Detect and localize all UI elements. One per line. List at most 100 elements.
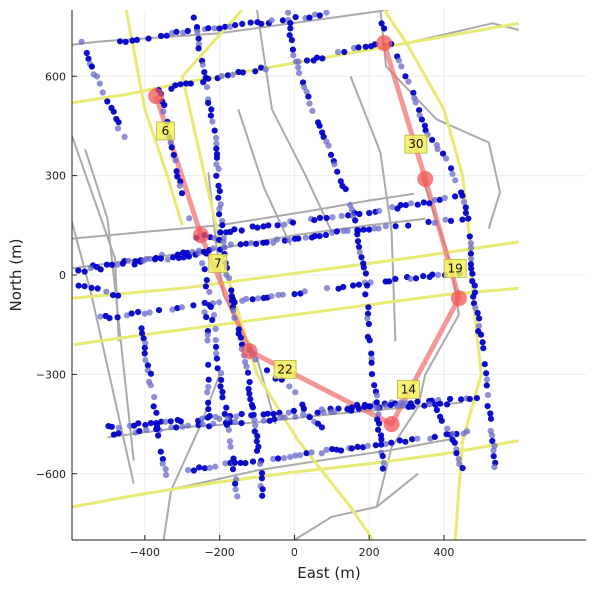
gps-point xyxy=(452,193,459,200)
gps-point xyxy=(169,306,176,313)
gps-point xyxy=(238,227,245,234)
gps-point xyxy=(251,428,258,435)
gps-point xyxy=(275,455,282,462)
gps-point xyxy=(429,136,436,143)
gps-point xyxy=(473,395,480,402)
yellow-road xyxy=(72,240,519,300)
gps-point xyxy=(94,285,101,292)
gps-point xyxy=(316,214,324,221)
gps-point xyxy=(209,118,216,125)
gps-point xyxy=(327,151,335,158)
gps-point xyxy=(437,400,444,407)
route-label-text: 30 xyxy=(408,137,423,151)
gps-point xyxy=(379,453,386,460)
gps-point xyxy=(138,325,145,332)
gps-point xyxy=(147,370,155,377)
gps-point xyxy=(195,35,202,42)
gps-point xyxy=(373,399,380,406)
gps-point xyxy=(216,415,223,422)
gps-point xyxy=(217,383,224,390)
gps-point xyxy=(243,240,250,247)
gps-point xyxy=(123,312,131,319)
gps-point xyxy=(399,402,406,409)
waypoint-marker xyxy=(383,416,400,433)
gps-point xyxy=(480,345,487,352)
gps-point xyxy=(356,249,363,256)
gps-point xyxy=(374,405,381,412)
gps-point xyxy=(354,238,362,245)
gps-point xyxy=(344,227,351,234)
gps-point xyxy=(204,331,211,338)
gps-point xyxy=(249,296,256,303)
gps-point xyxy=(164,256,171,263)
gps-point xyxy=(337,447,345,454)
gps-point xyxy=(372,442,379,449)
gps-point xyxy=(420,273,427,280)
gps-point xyxy=(378,436,385,443)
gps-point xyxy=(78,38,85,45)
gps-point xyxy=(295,64,302,71)
gps-point xyxy=(301,288,308,295)
gps-point xyxy=(215,165,222,172)
gray-road xyxy=(72,192,415,240)
gps-point xyxy=(286,32,293,39)
gps-point xyxy=(459,465,466,472)
gps-point xyxy=(106,315,113,322)
gps-point xyxy=(109,261,116,268)
route-label: 6 xyxy=(156,121,175,141)
gps-point xyxy=(288,37,295,44)
gps-point xyxy=(229,71,236,78)
gps-point xyxy=(378,441,385,448)
gps-point xyxy=(218,73,225,80)
gray-road xyxy=(379,10,501,229)
route-labels-layer: 6 7 22 14 19 30 xyxy=(156,121,467,399)
gps-point xyxy=(122,38,129,46)
gps-point xyxy=(398,63,405,70)
gps-point xyxy=(145,35,152,42)
gps-point xyxy=(85,55,92,62)
gps-point xyxy=(218,370,225,377)
waypoint-marker xyxy=(417,170,434,187)
gps-point xyxy=(184,27,191,35)
gps-point xyxy=(405,222,412,229)
gps-point xyxy=(354,231,361,238)
route-label-box xyxy=(156,121,175,141)
gps-point xyxy=(103,288,110,295)
gps-point xyxy=(360,226,367,233)
gps-point xyxy=(260,417,267,424)
gps-point xyxy=(81,283,88,290)
gps-point xyxy=(467,250,474,257)
gps-point xyxy=(81,268,88,275)
gps-point xyxy=(368,350,375,357)
x-tick-label: 400 xyxy=(433,546,454,559)
gps-point xyxy=(213,140,220,147)
gps-point xyxy=(314,409,321,416)
plot-area: 6 7 22 14 19 30 xyxy=(72,10,519,540)
gps-point xyxy=(170,151,177,159)
gps-point xyxy=(154,425,161,432)
gps-point xyxy=(125,257,132,264)
gps-point xyxy=(447,395,454,403)
gps-point xyxy=(292,14,299,21)
gps-point xyxy=(249,223,256,230)
gps-point xyxy=(295,235,302,242)
route-label-text: 7 xyxy=(214,256,222,270)
gps-point xyxy=(213,134,220,141)
gps-point xyxy=(373,392,380,399)
gps-point xyxy=(176,182,183,189)
gps-point xyxy=(207,303,214,310)
gps-point xyxy=(347,201,354,208)
gps-point xyxy=(299,411,307,418)
gps-point xyxy=(119,260,126,267)
gps-point xyxy=(289,46,296,53)
gps-point xyxy=(303,450,310,457)
gps-point xyxy=(163,471,170,478)
gps-point xyxy=(258,470,266,477)
gps-point xyxy=(177,81,184,88)
gps-point xyxy=(348,445,355,452)
gps-point xyxy=(242,460,249,467)
gps-point xyxy=(426,401,433,408)
gps-point xyxy=(287,25,294,32)
y-tick-label: 600 xyxy=(45,70,66,83)
gps-point xyxy=(185,253,193,260)
